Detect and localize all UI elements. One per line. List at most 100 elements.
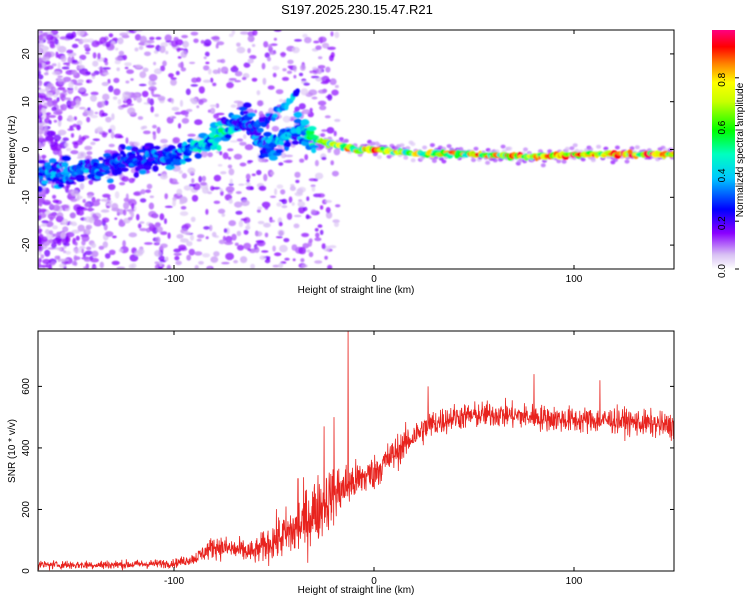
heatmap-cell	[203, 39, 212, 47]
heatmap-cell	[148, 74, 158, 82]
heatmap-cell	[257, 206, 263, 210]
heatmap-cell	[113, 77, 120, 84]
heatmap-cell	[67, 116, 75, 122]
heatmap-cell	[318, 56, 323, 60]
heatmap-cell	[194, 264, 199, 269]
heatmap-cell	[107, 78, 111, 84]
heatmap-cell	[139, 71, 147, 79]
heatmap-cell	[254, 109, 258, 114]
heatmap-cell	[72, 247, 82, 254]
heatmap-cell	[209, 104, 218, 108]
heatmap-cell	[70, 190, 79, 197]
heatmap-cell	[280, 189, 286, 195]
heatmap-cell	[283, 238, 290, 243]
snr-series-line	[38, 331, 674, 571]
heatmap-cell	[75, 174, 85, 180]
heatmap-cell	[197, 234, 205, 239]
heatmap-cell	[70, 133, 75, 138]
heatmap-cell	[507, 146, 513, 151]
heatmap-cell	[311, 186, 316, 192]
heatmap-cell	[243, 242, 252, 250]
heatmap-cell	[220, 58, 226, 64]
heatmap-cell	[118, 50, 125, 56]
heatmap-cell	[101, 217, 110, 223]
heatmap-cell	[164, 34, 172, 42]
heatmap-cell	[286, 212, 293, 220]
heatmap-cell	[309, 144, 319, 149]
heatmap-cell	[563, 149, 569, 154]
heatmap-cell	[311, 147, 317, 154]
heatmap-cell	[143, 130, 151, 135]
heatmap-cell	[84, 250, 93, 256]
heatmap-cell	[334, 118, 341, 122]
heatmap-cell	[246, 178, 250, 183]
heatmap-cell	[137, 223, 142, 229]
heatmap-cell	[180, 67, 187, 72]
heatmap-cell	[215, 43, 219, 49]
heatmap-cell	[105, 41, 111, 48]
heatmap-cell	[125, 193, 129, 201]
heatmap-cell	[438, 156, 444, 161]
heatmap-cell	[220, 171, 227, 175]
heatmap-cell	[72, 59, 78, 64]
heatmap-cell	[224, 194, 233, 201]
heatmap-cell	[160, 138, 168, 144]
heatmap-cell	[38, 119, 43, 124]
heatmap-cell	[57, 119, 62, 127]
heatmap-cell	[85, 158, 91, 166]
heatmap-cell	[38, 225, 41, 229]
heatmap-cell	[275, 236, 283, 239]
heatmap-cell	[56, 215, 63, 223]
heatmap-cell	[98, 245, 105, 250]
heatmap-cell	[57, 45, 67, 53]
heatmap-cell	[38, 140, 42, 148]
heatmap-cell	[280, 152, 287, 159]
heatmap-cell	[244, 182, 252, 186]
heatmap-cell	[309, 135, 320, 139]
heatmap-cell	[301, 264, 308, 268]
heatmap-cell	[569, 146, 575, 151]
heatmap-cell	[136, 96, 142, 103]
heatmap-cell	[38, 231, 42, 234]
heatmap-cell	[154, 250, 162, 257]
heatmap-cell	[152, 165, 159, 172]
heatmap-cell	[92, 213, 97, 218]
heatmap-cell	[65, 147, 72, 152]
heatmap-cell	[151, 94, 161, 98]
heatmap-cell	[190, 84, 199, 87]
heatmap-cell	[179, 159, 185, 163]
heatmap-cell	[288, 196, 293, 203]
heatmap-cell	[343, 138, 349, 143]
heatmap-cell	[41, 220, 49, 224]
heatmap-cell	[71, 69, 78, 76]
heatmap-cell	[441, 159, 447, 164]
heatmap-cell	[68, 100, 77, 107]
heatmap-cell	[316, 67, 323, 75]
heatmap-cell	[331, 89, 339, 96]
heatmap-cell	[148, 222, 154, 227]
heatmap-cell	[90, 257, 99, 263]
heatmap-cell	[145, 189, 151, 193]
heatmap-cell	[239, 141, 247, 146]
heatmap-cell	[52, 99, 58, 107]
heatmap-cell	[210, 77, 214, 83]
heatmap-cell	[334, 221, 339, 228]
heatmap-cell	[243, 110, 249, 115]
heatmap-cell	[300, 258, 305, 263]
heatmap-cell	[62, 226, 69, 233]
heatmap-cell	[92, 60, 99, 67]
heatmap-cell	[175, 70, 180, 76]
heatmap-cell	[62, 97, 71, 101]
heatmap-cell	[65, 32, 75, 40]
heatmap-cell	[205, 61, 210, 65]
heatmap-cell	[48, 114, 57, 118]
heatmap-cell	[270, 171, 275, 176]
heatmap-cell	[410, 142, 416, 147]
heatmap-cell	[92, 138, 101, 142]
colorbar-tick-label: 0.8	[717, 72, 728, 86]
heatmap-cell	[139, 221, 145, 224]
spectrogram-x-ticks: -100 0 100	[164, 30, 583, 285]
heatmap-cell	[91, 266, 98, 269]
heatmap-cell	[240, 256, 248, 264]
heatmap-cell	[208, 224, 213, 232]
